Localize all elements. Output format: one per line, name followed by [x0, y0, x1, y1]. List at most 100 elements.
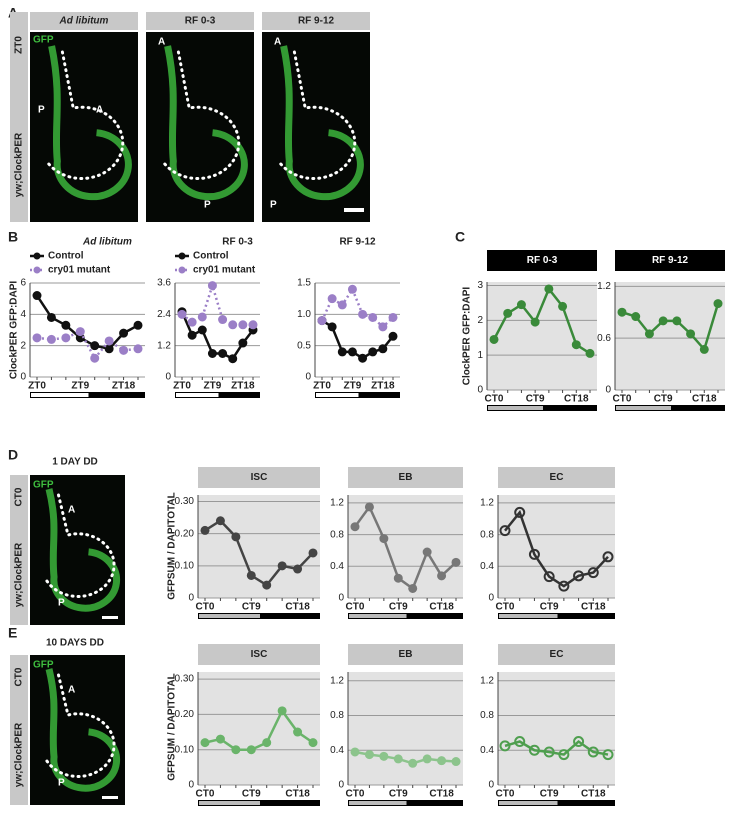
- data-point: [347, 284, 357, 294]
- label: P: [58, 598, 65, 609]
- y-axis-label: GFPSUM / DAPITOTAL: [167, 492, 178, 599]
- data-point: [499, 740, 511, 752]
- data-point: [293, 564, 303, 574]
- data-point: [393, 754, 403, 764]
- chart-title: RF 9-12: [339, 237, 376, 248]
- light-bar: [199, 614, 260, 618]
- legend-marker: [178, 252, 186, 260]
- data-point: [317, 316, 327, 326]
- data-point: [686, 329, 696, 339]
- y-tick-label: 3.6: [157, 278, 171, 289]
- data-point: [368, 347, 378, 357]
- data-point: [587, 746, 599, 758]
- data-point: [347, 347, 357, 357]
- data-point: [75, 327, 85, 337]
- y-tick-label: 0: [188, 593, 194, 604]
- chart-header: [348, 644, 463, 665]
- data-point: [644, 329, 654, 339]
- x-tick-label: CT18: [581, 602, 606, 613]
- y-tick-label: 0.30: [175, 496, 195, 507]
- chart-title: EC: [550, 649, 564, 660]
- data-point: [585, 348, 595, 358]
- data-point: [231, 745, 241, 755]
- data-point: [350, 522, 360, 532]
- data-point: [61, 333, 71, 343]
- y-tick-label: 0: [305, 372, 311, 383]
- micrograph: [146, 32, 254, 222]
- data-point: [573, 570, 585, 582]
- data-point: [379, 534, 389, 544]
- label: GFP: [33, 660, 54, 671]
- data-point: [422, 547, 432, 557]
- plot-background: [487, 282, 597, 390]
- series-line: [353, 504, 457, 591]
- y-tick-label: 1.0: [297, 309, 311, 320]
- data-point: [308, 738, 318, 748]
- data-point: [713, 299, 723, 309]
- y-tick-label: 0.5: [297, 340, 311, 351]
- data-point: [277, 561, 287, 571]
- data-point: [133, 344, 143, 354]
- data-point: [437, 571, 447, 581]
- x-tick-label: CT0: [346, 789, 365, 800]
- label: A: [96, 105, 103, 116]
- data-point: [602, 551, 614, 563]
- scale-bar: [102, 796, 118, 799]
- data-point: [262, 738, 272, 748]
- chart-title: EB: [399, 649, 413, 660]
- data-point: [558, 301, 568, 311]
- data-point: [388, 331, 398, 341]
- x-tick-label: CT0: [485, 394, 504, 405]
- data-point: [516, 300, 526, 310]
- x-tick-label: CT18: [581, 789, 606, 800]
- data-point: [408, 758, 418, 768]
- y-tick-label: 0.8: [330, 710, 344, 721]
- data-point: [530, 317, 540, 327]
- label: A: [68, 685, 75, 696]
- label: P: [204, 200, 211, 211]
- data-point: [364, 502, 374, 512]
- data-point: [368, 312, 378, 322]
- x-tick-label: CT18: [564, 394, 589, 405]
- data-point: [133, 320, 143, 330]
- light-bar: [316, 393, 359, 397]
- data-point: [358, 353, 368, 363]
- legend-marker: [33, 252, 41, 260]
- legend-entry: Control: [193, 251, 229, 262]
- light-bar: [199, 801, 260, 805]
- x-tick-label: ZT9: [71, 381, 89, 392]
- label: RF 9-12: [298, 16, 335, 27]
- x-tick-label: ZT18: [231, 381, 255, 392]
- data-point: [218, 349, 228, 358]
- light-bar: [499, 614, 558, 618]
- side-bar: [10, 475, 28, 625]
- data-point: [558, 749, 570, 761]
- chart-title: EC: [550, 472, 564, 483]
- y-tick-label: 0.8: [330, 529, 344, 540]
- chart-header: [498, 467, 615, 488]
- panel-label: C: [455, 229, 465, 245]
- data-point: [393, 573, 403, 583]
- x-tick-label: CT0: [196, 602, 215, 613]
- y-tick-label: 0: [605, 385, 611, 396]
- data-point: [378, 322, 388, 332]
- data-point: [503, 308, 513, 318]
- gut-tissue: [48, 45, 132, 201]
- data-point: [528, 744, 540, 756]
- data-point: [308, 548, 318, 558]
- data-point: [451, 757, 461, 767]
- y-tick-label: 0: [488, 780, 494, 791]
- y-tick-label: 0.4: [330, 745, 344, 756]
- label: P: [270, 200, 277, 211]
- data-point: [119, 328, 129, 338]
- x-tick-label: CT9: [526, 394, 545, 405]
- label: P: [38, 105, 45, 116]
- data-point: [543, 746, 555, 758]
- chart-header: [487, 250, 597, 271]
- x-tick-label: CT9: [389, 789, 408, 800]
- label: yw;ClockPER: [14, 722, 25, 787]
- y-tick-label: 0.6: [597, 333, 611, 344]
- data-point: [246, 570, 256, 580]
- scale-bar: [344, 208, 364, 212]
- side-bar: [10, 12, 28, 222]
